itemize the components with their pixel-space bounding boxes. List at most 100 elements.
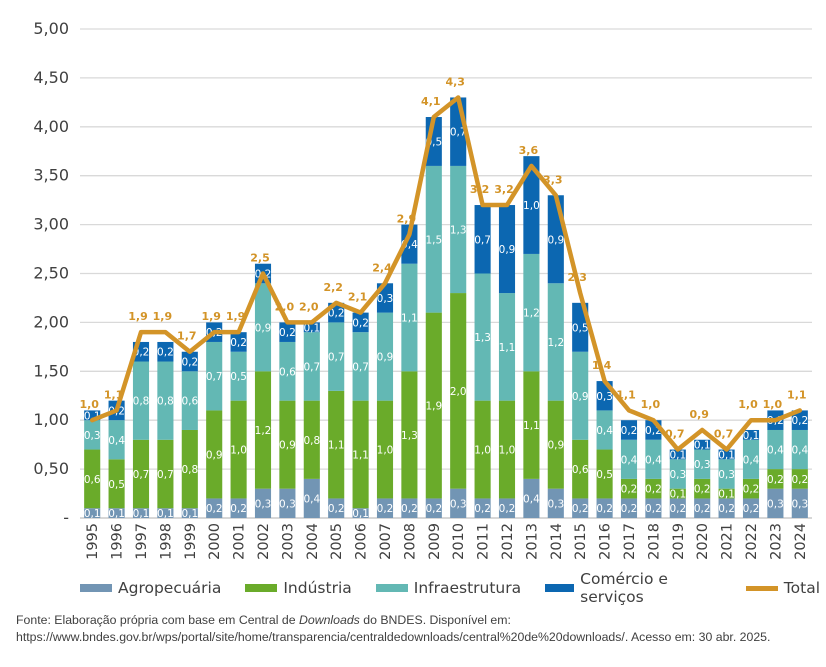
segment-label: 0,1 (84, 508, 101, 520)
bar-segment-agropecuaria (523, 478, 540, 518)
x-tick-label: 2017 (622, 523, 638, 560)
segment-label: 0,3 (255, 498, 272, 510)
segment-label: 1,3 (474, 332, 491, 344)
segment-label: 0,4 (303, 493, 320, 505)
bar-segment-agropecuaria (596, 498, 613, 518)
y-tick-label: 0,50 (33, 459, 69, 478)
bar-segment-agropecuaria (303, 478, 320, 518)
source-prefix: Fonte: Elaboração própria com base em Ce… (16, 613, 299, 627)
total-label: 2,3 (567, 271, 587, 284)
bar-segment-agropecuaria (669, 498, 686, 518)
bar-segment-infraestrutura (547, 283, 564, 401)
y-tick-label: 2,50 (33, 264, 69, 283)
bar-segment-agropecuaria (742, 498, 760, 518)
bar-segment-infraestrutura (328, 322, 345, 391)
segment-label: 0,3 (450, 498, 467, 510)
bar-segment-industria (767, 469, 784, 489)
bar-segment-industria (572, 439, 589, 499)
bar-segment-infraestrutura (401, 263, 418, 372)
segment-label: 0,4 (621, 454, 638, 466)
bar-segment-infraestrutura (498, 293, 516, 401)
segment-label: 0,3 (279, 498, 296, 510)
segment-label: 0,2 (621, 503, 638, 515)
bar-segment-agropecuaria (206, 498, 223, 518)
x-tick-label: 2013 (524, 523, 540, 560)
segment-label: 0,2 (328, 503, 345, 515)
segment-label: 0,1 (108, 508, 125, 520)
legend-swatch (80, 584, 112, 592)
x-tick-label: 2020 (695, 523, 711, 560)
x-tick-label: 1995 (85, 523, 101, 560)
legend-item-agropecuaria: Agropecuária (80, 579, 221, 597)
bar-segment-agropecuaria (791, 488, 808, 518)
bar-segment-agropecuaria (645, 498, 662, 518)
x-tick-label: 1997 (134, 523, 150, 560)
x-tick-label: 2024 (793, 523, 809, 560)
segment-label: 0,8 (303, 435, 320, 447)
bar-segment-comercio-servicos (742, 429, 760, 440)
x-tick-label: 1998 (158, 523, 174, 560)
total-label: 1,1 (787, 388, 807, 401)
segment-label: 0,2 (230, 337, 247, 349)
segment-label: 1,0 (523, 200, 540, 212)
segment-label: 0,2 (669, 503, 686, 515)
segment-label: 0,2 (425, 503, 442, 515)
bar-segment-infraestrutura (425, 165, 442, 313)
legend: Agropecuária Indústria Infraestrutura Co… (80, 570, 820, 606)
segment-label: 0,1 (303, 322, 320, 334)
x-tick-label: 2021 (720, 523, 736, 560)
segment-label: 1,0 (474, 445, 491, 457)
total-label: 1,1 (104, 388, 124, 401)
segment-label: 1,1 (328, 440, 345, 452)
segment-label: 0,8 (133, 396, 150, 408)
legend-label: Total (783, 579, 820, 597)
bar-segment-industria (450, 293, 467, 489)
bar-segment-industria (791, 469, 808, 489)
segment-label: 0,7 (450, 127, 467, 139)
segment-label: 1,0 (499, 445, 516, 457)
segment-label: 0,7 (303, 361, 320, 373)
bar-segment-comercio-servicos (620, 420, 638, 440)
bar-segment-agropecuaria (181, 508, 198, 518)
bar-segment-agropecuaria (425, 498, 442, 518)
segment-label: 0,2 (377, 503, 394, 515)
total-label: 1,0 (641, 398, 661, 411)
segment-label: 0,1 (718, 489, 735, 501)
segment-label: 0,2 (328, 308, 345, 320)
segment-label: 0,1 (133, 508, 150, 520)
y-tick-label: 5,00 (33, 19, 69, 38)
bar-segment-agropecuaria (547, 488, 564, 518)
bar-segment-infraestrutura (279, 341, 296, 401)
x-tick-label: 2019 (671, 523, 687, 560)
total-label: 2,2 (323, 281, 343, 294)
segment-label: 1,2 (523, 308, 540, 320)
x-tick-label: 1996 (110, 523, 126, 560)
segment-label: 0,9 (547, 234, 564, 246)
bar-segment-industria (279, 400, 296, 489)
segment-label: 0,2 (352, 317, 369, 329)
bar-segment-comercio-servicos (230, 332, 247, 352)
total-label: 1,9 (226, 310, 246, 323)
bar-segment-industria (669, 488, 686, 499)
segment-label: 0,2 (694, 484, 711, 496)
x-tick-label: 2015 (573, 523, 589, 560)
bar-segment-comercio-servicos (401, 224, 418, 264)
x-tick-label: 2002 (256, 523, 272, 560)
bar-segment-infraestrutura (376, 312, 394, 401)
bar-segment-comercio-servicos (694, 439, 711, 450)
total-label: 1,9 (201, 310, 221, 323)
bar-segment-agropecuaria (254, 488, 272, 518)
x-tick-label: 2014 (549, 523, 565, 560)
bar-segment-agropecuaria (450, 488, 467, 518)
bar-segment-comercio-servicos (84, 410, 101, 421)
y-tick-label: 2,00 (33, 312, 69, 331)
segment-label: 0,6 (572, 464, 589, 476)
bar-segment-industria (230, 400, 247, 499)
segment-label: 1,3 (401, 430, 418, 442)
segment-label: 0,4 (645, 454, 662, 466)
x-tick-label: 1999 (183, 523, 199, 560)
bar-segment-industria (718, 488, 735, 499)
bar-segment-infraestrutura (254, 283, 272, 372)
bar-segment-agropecuaria (572, 498, 589, 518)
segment-label: 0,2 (791, 415, 808, 427)
